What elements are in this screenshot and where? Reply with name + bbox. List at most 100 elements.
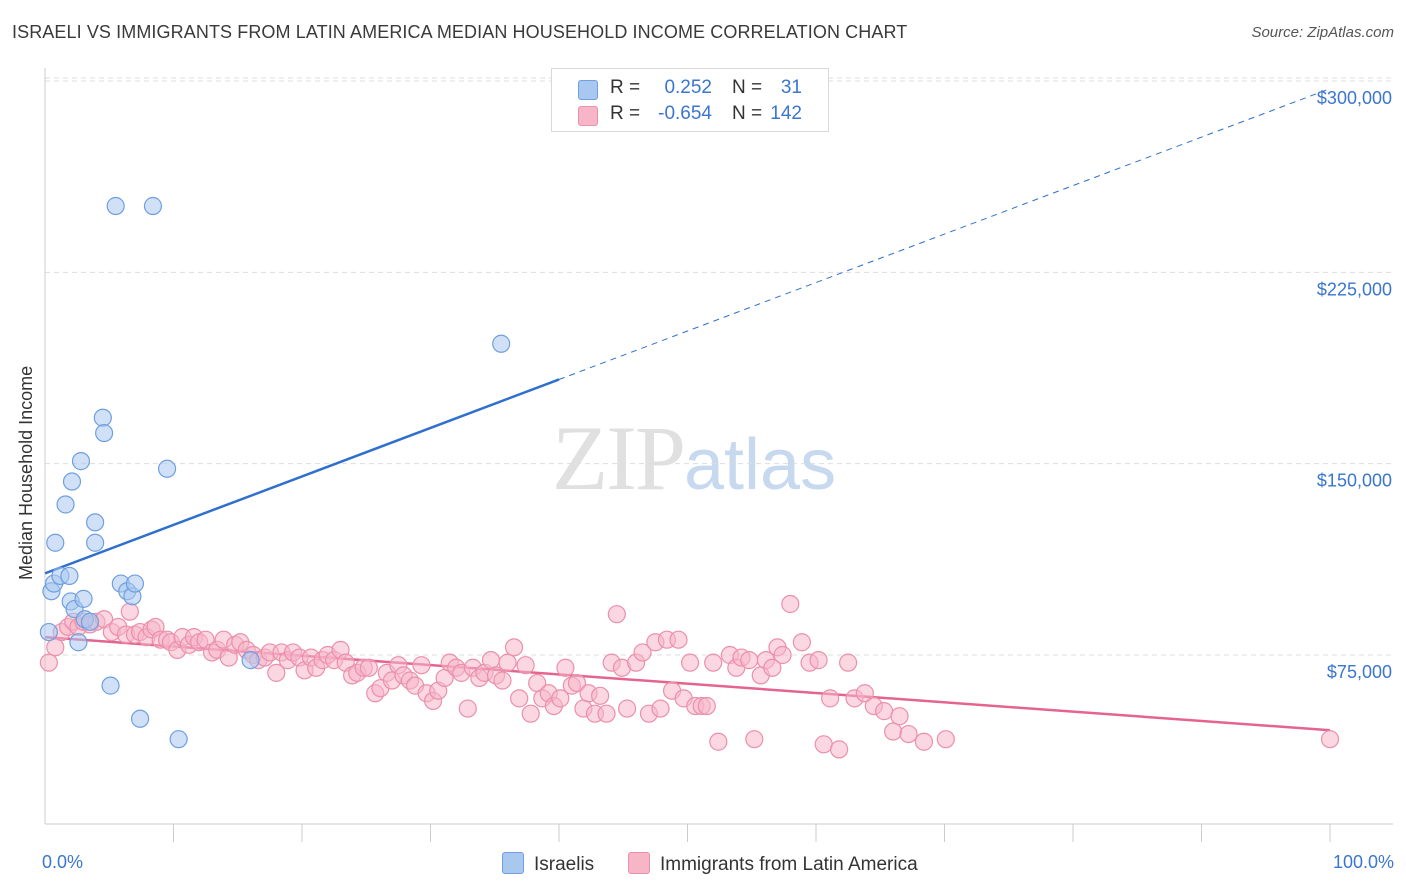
x-min-label: 0.0% xyxy=(42,852,84,872)
latin-america-point xyxy=(899,724,918,744)
latin-america-legend-swatch xyxy=(628,852,650,874)
source-label[interactable]: Source: ZipAtlas.com xyxy=(1251,24,1394,41)
legend-item-israelis[interactable]: Israelis xyxy=(502,852,594,876)
axes xyxy=(44,68,1393,842)
latin-america-point xyxy=(39,653,58,672)
latin-america-point xyxy=(709,732,728,751)
israeli-point xyxy=(39,622,58,642)
latin-america-point xyxy=(936,730,955,749)
y-tick-label: $300,000 xyxy=(1317,88,1392,108)
legend-item-latin-america[interactable]: Immigrants from Latin America xyxy=(628,852,918,876)
latin-america-point xyxy=(763,658,782,677)
latin-america-point xyxy=(359,658,378,677)
correlation-legend: R = 0.252 N = 31 R = -0.654 N = 142 xyxy=(551,68,829,132)
latin-america-point xyxy=(633,643,652,662)
latin-america-point xyxy=(458,699,477,718)
latin-america-point xyxy=(46,638,65,657)
latin-america-point xyxy=(830,740,849,759)
latin-america-point xyxy=(618,699,637,718)
israelis-legend-swatch xyxy=(502,852,524,874)
latin-america-point xyxy=(591,686,610,705)
latin-america-point xyxy=(697,696,716,716)
israeli-point xyxy=(106,196,125,216)
latin-america-point xyxy=(412,656,431,675)
latin-america-point xyxy=(521,704,540,723)
latin-america-point xyxy=(510,689,529,708)
legend-label: Immigrants from Latin America xyxy=(660,854,918,875)
latin-america-point xyxy=(1320,730,1340,749)
israeli-point xyxy=(60,566,79,586)
israeli-points xyxy=(39,196,511,749)
latin-america-point xyxy=(607,605,626,624)
y-tick-label: $75,000 xyxy=(1327,662,1392,682)
israeli-point xyxy=(101,676,120,695)
legend-label: Israelis xyxy=(534,854,595,875)
latin-america-point xyxy=(781,594,800,614)
israeli-trend-line xyxy=(44,378,560,575)
latin-america-point xyxy=(914,732,934,751)
r-label: R = xyxy=(610,103,641,124)
israeli-point xyxy=(95,423,114,443)
n-label: N = xyxy=(732,103,763,124)
x-max-label: 100.0% xyxy=(1332,852,1394,872)
n-label: N = xyxy=(732,77,763,98)
latin-america-point xyxy=(516,656,535,675)
israeli-trend-extension xyxy=(558,88,1331,380)
n-value: 31 xyxy=(780,77,802,98)
latin-america-point xyxy=(740,651,759,670)
watermark-atlas: atlas xyxy=(684,425,837,505)
y-tick-label: $150,000 xyxy=(1317,471,1392,491)
latin-america-point xyxy=(120,602,139,621)
r-value: 0.252 xyxy=(664,77,712,98)
grid-lines xyxy=(45,77,1393,656)
israeli-point xyxy=(130,709,150,728)
y-axis-label: Median Household Income xyxy=(16,365,36,580)
watermark: ZIPatlas xyxy=(552,405,836,511)
latin-america-point xyxy=(814,735,833,754)
latin-america-point xyxy=(493,671,512,690)
israeli-point xyxy=(93,408,112,427)
latin-america-points xyxy=(39,594,1340,759)
israeli-point xyxy=(157,459,177,478)
latin-america-point xyxy=(773,645,792,665)
latin-america-swatch xyxy=(578,106,598,126)
israeli-point xyxy=(86,533,105,552)
series-legend: Israelis Immigrants from Latin America xyxy=(0,852,1406,878)
israeli-point xyxy=(71,452,91,471)
latin-america-point xyxy=(551,689,570,708)
latin-america-point xyxy=(651,699,670,718)
latin-america-point xyxy=(504,638,524,657)
israeli-point xyxy=(492,334,511,353)
israeli-point xyxy=(69,633,88,652)
latin-america-point xyxy=(890,707,909,726)
latin-america-point xyxy=(792,633,811,652)
latin-america-point xyxy=(839,653,858,672)
latin-america-point xyxy=(680,653,700,672)
israeli-point xyxy=(62,472,82,491)
israeli-point xyxy=(56,495,75,514)
israeli-point xyxy=(125,574,145,593)
latin-america-point xyxy=(669,630,688,649)
latin-america-point xyxy=(481,651,500,670)
israeli-point xyxy=(86,513,105,532)
latin-america-point xyxy=(704,653,723,672)
israeli-point xyxy=(143,196,163,216)
latin-america-point xyxy=(556,658,575,677)
chart-title: ISRAELI VS IMMIGRANTS FROM LATIN AMERICA… xyxy=(12,22,908,42)
r-label: R = xyxy=(610,77,641,98)
latin-america-point xyxy=(883,722,903,741)
n-value: 142 xyxy=(770,103,802,124)
latin-america-point xyxy=(498,653,517,672)
israeli-point xyxy=(80,612,100,631)
r-value: -0.654 xyxy=(658,103,712,124)
latin-america-point xyxy=(267,663,286,682)
y-tick-label: $225,000 xyxy=(1317,279,1392,299)
latin-america-point xyxy=(567,673,587,693)
latin-america-point xyxy=(809,651,828,670)
latin-america-point xyxy=(821,689,840,708)
watermark-zip: ZIP xyxy=(552,407,686,509)
latin-america-point xyxy=(597,704,616,723)
israeli-point xyxy=(241,651,260,670)
israeli-point xyxy=(74,589,93,608)
